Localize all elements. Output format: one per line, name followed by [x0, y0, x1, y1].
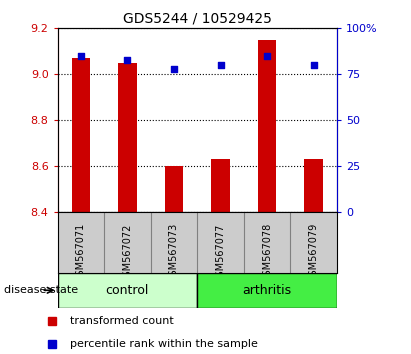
Text: control: control — [106, 284, 149, 297]
Text: GSM567072: GSM567072 — [122, 223, 132, 282]
Point — [124, 57, 131, 62]
Title: GDS5244 / 10529425: GDS5244 / 10529425 — [123, 12, 272, 26]
Point — [217, 62, 224, 68]
Text: percentile rank within the sample: percentile rank within the sample — [70, 339, 258, 349]
Bar — [72, 58, 90, 212]
Text: disease state: disease state — [4, 285, 78, 295]
Bar — [58, 273, 197, 308]
Text: GSM567077: GSM567077 — [216, 223, 226, 282]
Text: GSM567071: GSM567071 — [76, 223, 86, 282]
Bar — [258, 40, 277, 212]
Bar — [197, 273, 337, 308]
Text: GSM567073: GSM567073 — [169, 223, 179, 282]
Text: transformed count: transformed count — [70, 316, 174, 326]
Text: arthritis: arthritis — [242, 284, 292, 297]
Point — [310, 62, 317, 68]
Text: GSM567079: GSM567079 — [309, 223, 319, 282]
Bar — [305, 159, 323, 212]
Point — [171, 66, 177, 72]
Point — [264, 53, 270, 59]
Text: GSM567078: GSM567078 — [262, 223, 272, 282]
Bar — [165, 166, 183, 212]
Bar — [211, 159, 230, 212]
Point — [78, 53, 84, 59]
Bar — [118, 63, 137, 212]
